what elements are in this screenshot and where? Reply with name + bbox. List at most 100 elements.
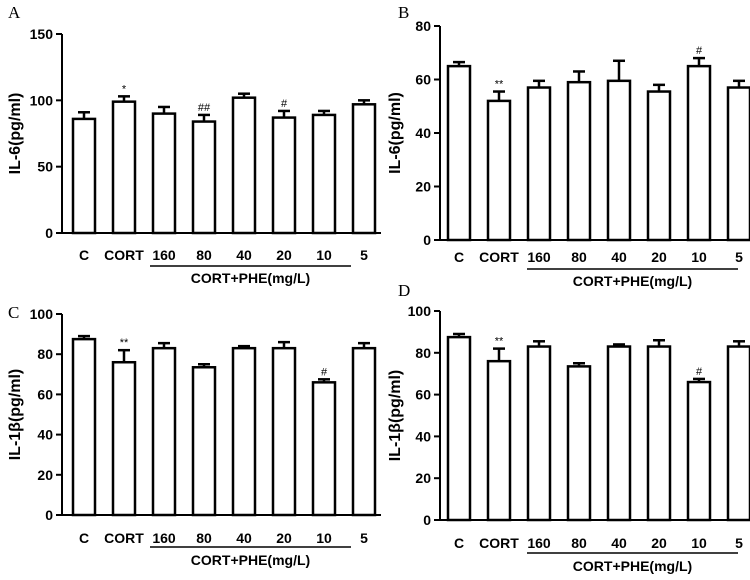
x-tick-label-40: 40: [236, 530, 252, 546]
bar-5: [351, 103, 377, 235]
x-tick-label-10: 10: [691, 535, 707, 551]
y-tick-label-20: 20: [415, 470, 431, 486]
panel-c: C 0 20 40 60 80 100 IL-1β(pg/ml) C ** CORT 160 80 40 2…: [7, 303, 381, 568]
bar-80: [191, 366, 217, 517]
x-tick-label-C: C: [454, 249, 464, 265]
bar-80: [566, 80, 592, 242]
bar-CORT: [111, 360, 137, 517]
y-tick-label-40: 40: [415, 428, 431, 444]
bar-40: [231, 96, 257, 235]
panel-d: D 0 20 40 60 80 100 IL-1β(pg/ml) C ** CORT 160 80 40 2…: [387, 281, 750, 574]
x-tick-label-40: 40: [236, 247, 252, 263]
bar-10: [686, 380, 712, 522]
y-tick-label-60: 60: [415, 387, 431, 403]
y-axis-title: IL-6(pg/ml): [387, 92, 404, 174]
y-tick-label-0: 0: [45, 225, 53, 241]
bar-5: [726, 345, 750, 522]
bar-20: [646, 345, 672, 522]
panel-letter-d: D: [398, 281, 410, 300]
x-tick-label-160: 160: [527, 535, 551, 551]
y-tick-label-40: 40: [37, 427, 53, 443]
bar-20: [271, 346, 297, 517]
x-tick-label-20: 20: [276, 247, 292, 263]
x-tick-label-20: 20: [651, 535, 667, 551]
significance-mark: #: [281, 98, 288, 110]
panel-letter-c: C: [8, 303, 19, 322]
y-tick-label-0: 0: [423, 232, 431, 248]
bar-10: [311, 113, 337, 235]
x-tick-label-80: 80: [196, 247, 212, 263]
x-tick-label-160: 160: [152, 530, 176, 546]
bar-CORT: [486, 99, 512, 242]
bar-40: [606, 345, 632, 522]
bar-C: [71, 117, 97, 235]
y-tick-label-50: 50: [37, 159, 53, 175]
significance-mark: ##: [198, 102, 211, 114]
x-tick-label-C: C: [79, 247, 89, 263]
x-tick-label-20: 20: [276, 530, 292, 546]
significance-mark: *: [122, 83, 127, 95]
significance-mark: #: [696, 45, 703, 57]
bar-160: [526, 345, 552, 522]
x-tick-label-40: 40: [611, 535, 627, 551]
significance-mark: #: [696, 366, 703, 378]
y-tick-label-150: 150: [30, 26, 54, 42]
panel-letter-b: B: [398, 3, 409, 22]
x-tick-label-CORT: CORT: [104, 530, 144, 546]
y-tick-label-60: 60: [415, 72, 431, 88]
x-tick-label-160: 160: [527, 249, 551, 265]
bar-CORT: [486, 359, 512, 522]
x-tick-label-CORT: CORT: [479, 249, 519, 265]
bar-5: [726, 86, 750, 242]
bar-10: [311, 381, 337, 517]
y-tick-label-80: 80: [415, 345, 431, 361]
significance-mark: #: [321, 366, 328, 378]
group-label: CORT+PHE(mg/L): [191, 552, 310, 568]
y-tick-label-40: 40: [415, 125, 431, 141]
bar-C: [446, 64, 472, 242]
x-tick-label-20: 20: [651, 249, 667, 265]
significance-mark: **: [495, 79, 504, 91]
bar-20: [646, 90, 672, 242]
group-label: CORT+PHE(mg/L): [191, 270, 310, 286]
x-tick-label-10: 10: [691, 249, 707, 265]
y-tick-label-60: 60: [37, 386, 53, 402]
x-tick-label-CORT: CORT: [479, 535, 519, 551]
significance-mark: **: [495, 336, 504, 348]
bar-40: [231, 346, 257, 517]
y-tick-label-0: 0: [45, 507, 53, 523]
panel-letter-a: A: [8, 3, 21, 22]
x-tick-label-5: 5: [360, 530, 368, 546]
x-tick-label-C: C: [79, 530, 89, 546]
y-tick-label-100: 100: [30, 92, 54, 108]
bar-80: [566, 365, 592, 522]
x-tick-label-C: C: [454, 535, 464, 551]
y-tick-label-20: 20: [415, 179, 431, 195]
y-tick-label-0: 0: [423, 512, 431, 528]
panel-a: A 0 50 100 150 IL-6(pg/ml) C * CORT 160 ## 80 40 #20 1…: [7, 3, 381, 286]
x-tick-label-80: 80: [196, 530, 212, 546]
y-tick-label-20: 20: [37, 467, 53, 483]
panel-b: B 0 20 40 60 80 IL-6(pg/ml) C ** CORT 160 80 40 20 #10…: [387, 3, 750, 289]
significance-mark: **: [120, 337, 129, 349]
bar-10: [686, 64, 712, 242]
x-tick-label-80: 80: [571, 535, 587, 551]
x-tick-label-10: 10: [316, 247, 332, 263]
y-axis-title: IL-1β(pg/ml): [387, 370, 404, 462]
y-axis-title: IL-1β(pg/ml): [7, 369, 24, 461]
bar-40: [606, 79, 632, 242]
bar-80: [191, 120, 217, 235]
bar-C: [71, 337, 97, 517]
y-tick-label-100: 100: [30, 306, 54, 322]
y-axis-title: IL-6(pg/ml): [7, 93, 24, 175]
bar-CORT: [111, 100, 137, 235]
bar-160: [526, 86, 552, 242]
y-tick-label-80: 80: [415, 18, 431, 34]
x-tick-label-40: 40: [611, 249, 627, 265]
x-tick-label-CORT: CORT: [104, 247, 144, 263]
x-tick-label-10: 10: [316, 530, 332, 546]
x-tick-label-5: 5: [735, 249, 743, 265]
bar-160: [151, 346, 177, 517]
bar-160: [151, 112, 177, 235]
